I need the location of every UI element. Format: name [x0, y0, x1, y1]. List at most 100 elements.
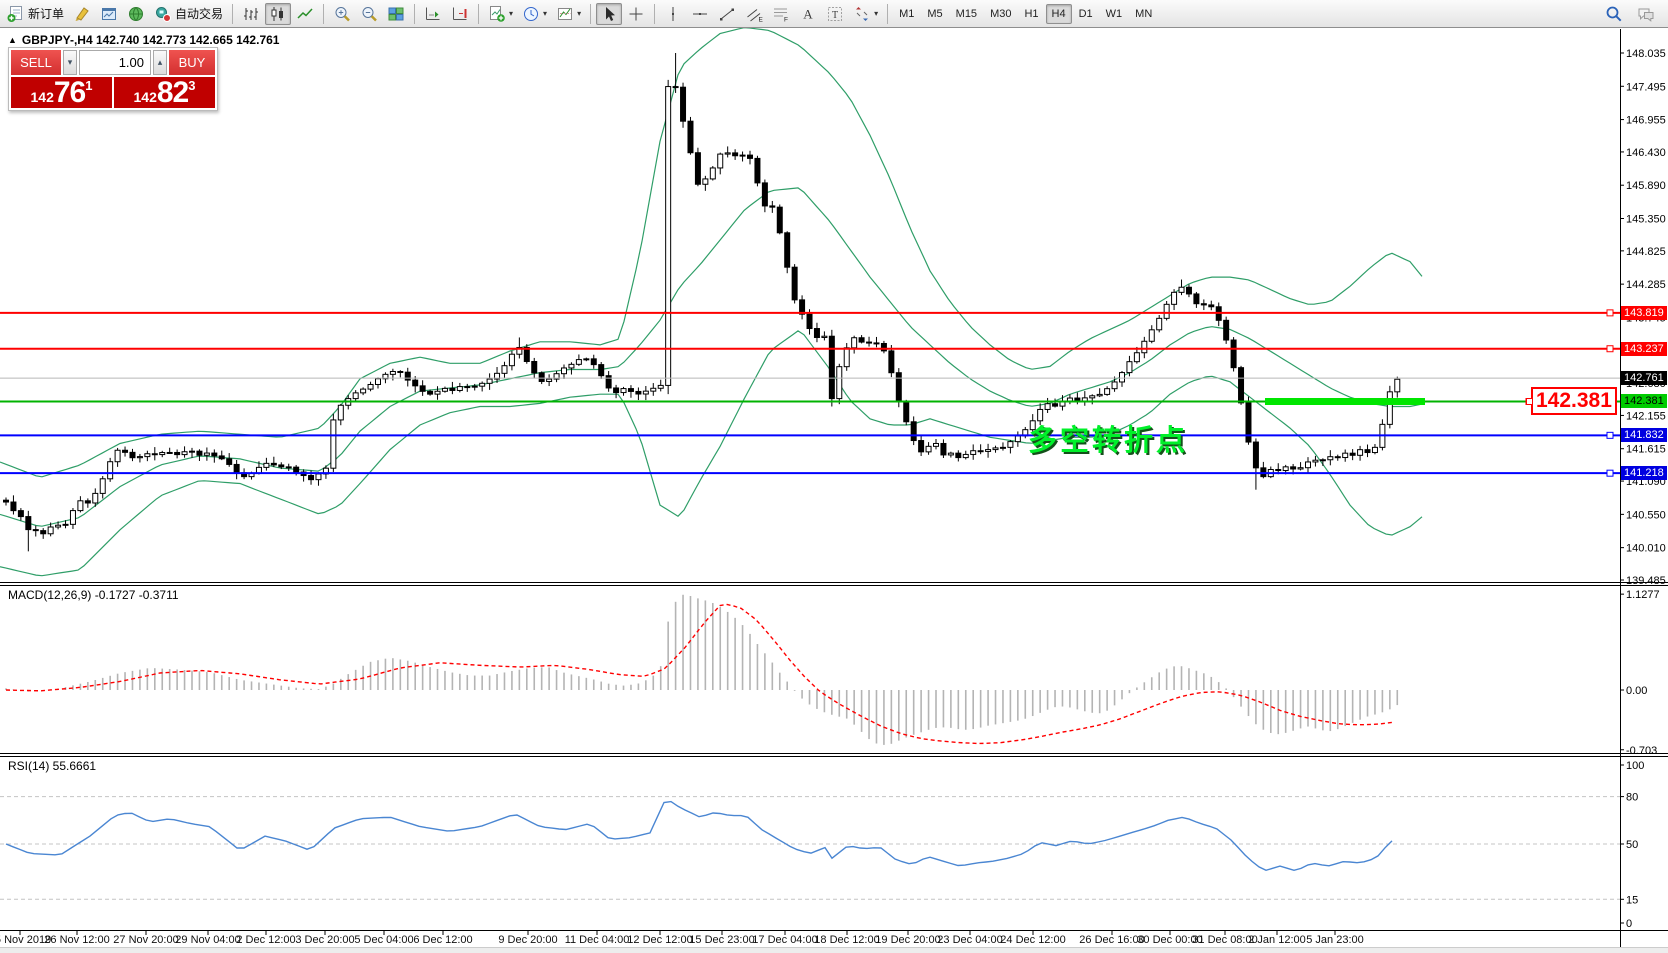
svg-text:9 Dec 20:00: 9 Dec 20:00: [498, 934, 557, 946]
indicators-button[interactable]: ▾: [484, 3, 517, 25]
svg-text:2 Jan 12:00: 2 Jan 12:00: [1248, 934, 1306, 946]
vertical-line-button[interactable]: [660, 3, 686, 25]
zoom-out-button[interactable]: [356, 3, 382, 25]
macd-signal-line: [5, 603, 1393, 745]
textA-icon: A: [803, 6, 813, 21]
svg-text:5 Dec 04:00: 5 Dec 04:00: [354, 934, 413, 946]
zoom-out-icon: [362, 6, 377, 21]
zoom-in-button[interactable]: [329, 3, 355, 25]
timeframe-m5-button[interactable]: M5: [927, 7, 943, 20]
svg-text:1.1277: 1.1277: [1626, 589, 1660, 601]
svg-text:29 Nov 04:00: 29 Nov 04:00: [175, 934, 240, 946]
timeframe-m15-button[interactable]: M15: [955, 7, 978, 20]
zoom-in-icon: [335, 6, 350, 21]
timeframe-mn-button[interactable]: MN: [1135, 7, 1153, 20]
doc-plus-icon: [7, 5, 22, 22]
toolbar-right-icons: [1601, 3, 1665, 25]
chat-button[interactable]: [1633, 3, 1659, 25]
buy-price-display[interactable]: 142 82 3: [114, 77, 215, 108]
svg-text:6 Dec 12:00: 6 Dec 12:00: [413, 934, 472, 946]
volume-decrease-button[interactable]: ▾: [63, 50, 77, 75]
equidistant-channel-button[interactable]: E: [741, 3, 767, 25]
marker-button[interactable]: [69, 3, 95, 25]
candlestick-chart-button[interactable]: [265, 2, 292, 25]
symbol-ohlc-text: GBPJPY-,H4 142.740 142.773 142.665 142.7…: [21, 33, 280, 47]
autotrading-button[interactable]: 自动交易: [150, 3, 227, 25]
svg-text:31 Dec 08:00: 31 Dec 08:00: [1192, 934, 1257, 946]
svg-text:15: 15: [1626, 894, 1638, 906]
volume-input[interactable]: 1.00: [79, 50, 151, 75]
svg-text:15 Dec 23:00: 15 Dec 23:00: [689, 934, 754, 946]
rsi-indicator-label: RSI(14) 55.6661: [8, 759, 97, 773]
timeframe-m30-button[interactable]: M30: [990, 7, 1012, 20]
text-label-button[interactable]: T: [822, 3, 848, 25]
svg-text:140.550: 140.550: [1626, 509, 1666, 521]
timeframe-h4-button[interactable]: H4: [1045, 3, 1072, 24]
line-chart-button[interactable]: [292, 3, 318, 25]
svg-text:139.485: 139.485: [1626, 575, 1666, 587]
toolbar: 新订单 自动交易 ▾ ▾ ▾ E F A T ▾ M1 M5 M15 M30 H1 H4 D1 W1 MN: [0, 0, 1668, 28]
tline-icon: [720, 8, 735, 20]
svg-text:26 Nov 12:00: 26 Nov 12:00: [44, 934, 109, 946]
fibonacci-button[interactable]: F: [768, 3, 794, 25]
timeframe-m1-button[interactable]: M1: [899, 7, 915, 20]
magnifier-icon: [1606, 6, 1622, 21]
svg-text:100: 100: [1626, 760, 1644, 772]
trendline-button[interactable]: [714, 3, 740, 25]
svg-text:142.155: 142.155: [1626, 410, 1666, 422]
price-callout[interactable]: 142.381: [1526, 387, 1617, 416]
search-button[interactable]: [1601, 3, 1627, 25]
auto-scroll-button[interactable]: [420, 3, 446, 25]
templates-button[interactable]: ▾: [552, 3, 585, 25]
arrows-button[interactable]: ▾: [849, 3, 882, 25]
timeframe-d1-button[interactable]: D1: [1078, 7, 1093, 20]
macd-indicator-label: MACD(12,26,9) -0.1727 -0.3711: [8, 588, 179, 602]
clock-icon: [524, 6, 539, 21]
crosshair-button[interactable]: [623, 3, 649, 25]
buy-button[interactable]: BUY: [169, 50, 215, 75]
collapse-icon[interactable]: ▲: [8, 35, 17, 45]
svg-text:50: 50: [1626, 839, 1638, 851]
template-icon: [558, 7, 573, 20]
macd-layer: [5, 594, 1399, 745]
tile-windows-button[interactable]: [383, 3, 409, 25]
svg-text:144.285: 144.285: [1626, 279, 1666, 291]
turning-point-annotation[interactable]: 多空转折点: [1028, 425, 1189, 457]
linechart-icon: [297, 7, 313, 19]
svg-text:11 Dec 04:00: 11 Dec 04:00: [565, 934, 630, 946]
svg-text:T: T: [832, 10, 838, 21]
svg-text:5 Jan 23:00: 5 Jan 23:00: [1306, 934, 1364, 946]
price-tag-142.381: 142.381: [1621, 394, 1667, 409]
periods-button[interactable]: ▾: [518, 3, 551, 25]
svg-text:-0.703: -0.703: [1626, 745, 1657, 757]
svg-text:140.010: 140.010: [1626, 543, 1666, 555]
chat-icon: [1638, 8, 1654, 22]
channel-icon: E: [747, 8, 763, 23]
candles-icon: [271, 6, 284, 21]
svg-text:26 Dec 16:00: 26 Dec 16:00: [1079, 934, 1144, 946]
timeframe-h1-button[interactable]: H1: [1024, 7, 1039, 20]
new-chart-button[interactable]: [96, 3, 122, 25]
grid-icon: [388, 7, 404, 20]
signal-button[interactable]: [123, 3, 149, 25]
horizontal-line-button[interactable]: [687, 3, 713, 25]
cursor-button[interactable]: [596, 2, 623, 25]
svg-text:80: 80: [1626, 792, 1638, 804]
chart-shift-button[interactable]: [447, 3, 473, 25]
bollinger-bands: [0, 27, 1423, 577]
shift-icon: [453, 7, 467, 20]
svg-text:17 Dec 04:00: 17 Dec 04:00: [752, 934, 817, 946]
new-order-button[interactable]: 新订单: [3, 3, 68, 25]
text-button[interactable]: A: [795, 3, 821, 25]
price-tag-141.218: 141.218: [1621, 466, 1667, 481]
sell-button[interactable]: SELL: [11, 50, 61, 75]
sell-price-display[interactable]: 142 76 1: [11, 77, 112, 108]
rsi-line: [5, 800, 1393, 872]
bars-icon: [244, 7, 259, 20]
bar-chart-button[interactable]: [238, 3, 264, 25]
volume-increase-button[interactable]: ▴: [153, 50, 167, 75]
timeframe-w1-button[interactable]: W1: [1105, 7, 1123, 20]
one-click-trading-panel: SELL ▾ 1.00 ▴ BUY 142 76 1 142 82 3: [8, 47, 218, 111]
svg-text:3 Dec 20:00: 3 Dec 20:00: [295, 934, 354, 946]
